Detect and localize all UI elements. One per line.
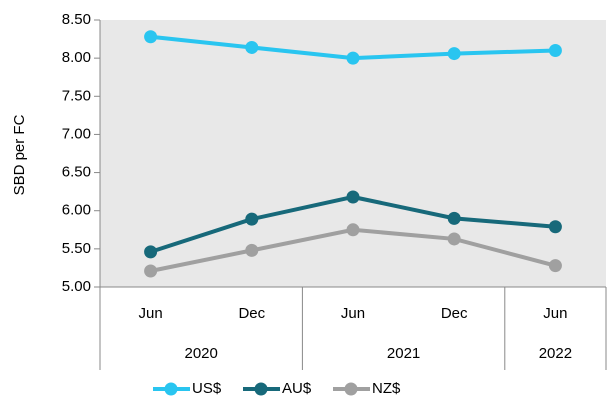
point-marker — [447, 211, 461, 225]
point-marker — [548, 220, 562, 234]
point-marker — [245, 212, 259, 226]
point-marker — [144, 30, 158, 44]
y-tick-label: 7.00 — [62, 125, 91, 142]
group-label: 2021 — [387, 345, 420, 362]
x-tick-label: Jun — [139, 305, 163, 322]
legend-label: NZ$ — [372, 380, 401, 397]
x-tick-label: Jun — [341, 305, 365, 322]
y-tick-label: 8.00 — [62, 49, 91, 66]
point-marker — [346, 51, 360, 65]
point-marker — [548, 44, 562, 58]
group-label: 2022 — [539, 345, 572, 362]
point-marker — [447, 232, 461, 246]
point-marker — [245, 40, 259, 54]
point-marker — [346, 223, 360, 237]
y-tick-label: 6.50 — [62, 164, 91, 181]
y-tick-label: 8.50 — [62, 11, 91, 28]
legend-marker — [344, 382, 358, 396]
y-tick-label: 7.50 — [62, 87, 91, 104]
x-tick-label: Dec — [441, 305, 468, 322]
x-tick-label: Jun — [543, 305, 567, 322]
point-marker — [447, 47, 461, 61]
legend-label: US$ — [192, 380, 222, 397]
point-marker — [144, 264, 158, 278]
y-tick-label: 5.00 — [62, 278, 91, 295]
y-tick-label: 5.50 — [62, 240, 91, 257]
point-marker — [144, 245, 158, 259]
point-marker — [548, 259, 562, 273]
y-tick-label: 6.00 — [62, 202, 91, 219]
point-marker — [245, 243, 259, 257]
x-tick-label: Dec — [238, 305, 265, 322]
y-axis-label: SBD per FC — [11, 114, 28, 195]
legend-marker — [164, 382, 178, 396]
point-marker — [346, 190, 360, 204]
legend-label: AU$ — [282, 380, 312, 397]
legend-marker — [254, 382, 268, 396]
group-label: 2020 — [185, 345, 218, 362]
